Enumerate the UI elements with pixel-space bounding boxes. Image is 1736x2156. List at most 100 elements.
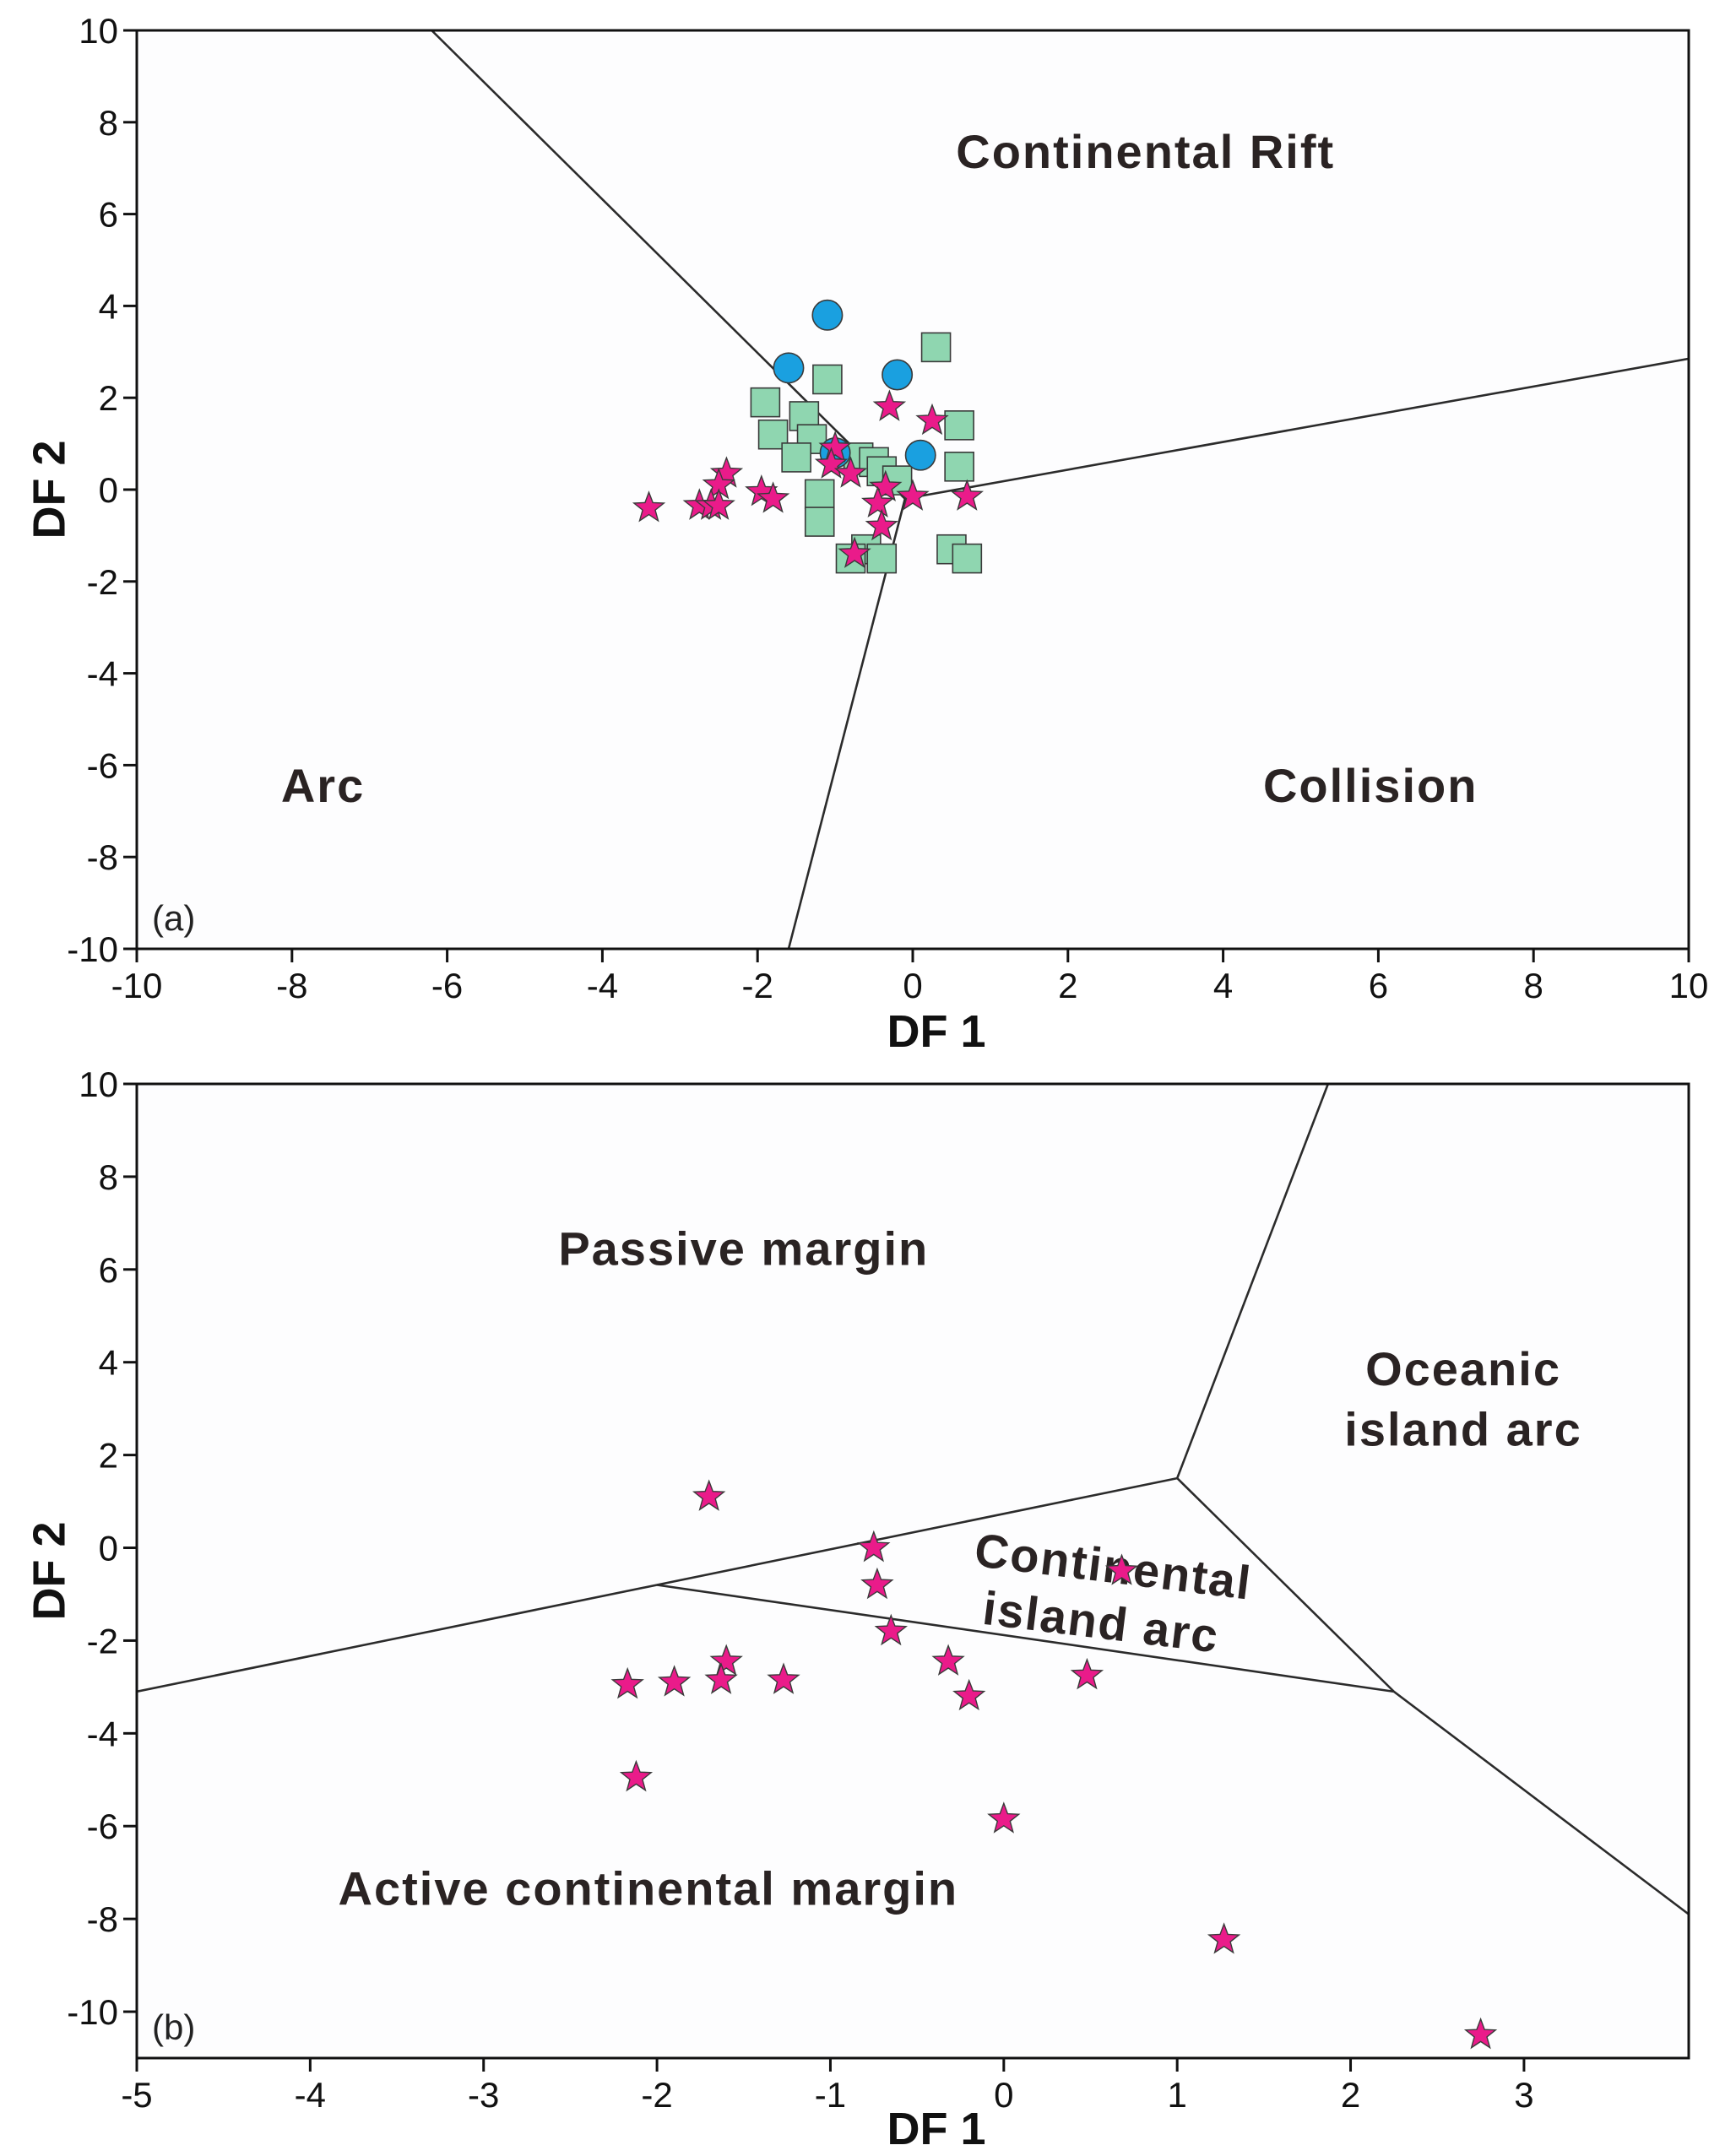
data-point-star: [931, 1644, 965, 1676]
x-tick-label: -3: [468, 2075, 499, 2115]
boundary-line: [431, 30, 906, 500]
boundary-line: [656, 1584, 1395, 1693]
panel-label: (b): [152, 2007, 195, 2047]
y-tick-label: 6: [99, 195, 118, 235]
data-point-square: [866, 543, 898, 574]
panel-a-df-diagram: -10 -8 -6 -4 -2 0 2 4 6 8 10 -10 -8 -6 -4 -2 0 2 4 6 8 10 DF 1…: [24, 11, 1708, 1057]
y-tick-label: 0: [99, 470, 118, 510]
data-point-star: [896, 479, 930, 511]
x-axis-title: DF 1: [887, 2104, 985, 2154]
data-point-star: [632, 490, 666, 523]
x-tick-label: 3: [1514, 2075, 1533, 2115]
plot-area: [137, 1084, 1689, 2058]
x-tick-label: -5: [121, 2075, 152, 2115]
region-label: island arc: [1344, 1403, 1581, 1456]
y-axis-title: DF 2: [24, 440, 74, 539]
data-point-star: [756, 481, 790, 513]
y-tick-label: 10: [79, 1064, 118, 1104]
data-point-circle: [773, 352, 805, 384]
data-point-star: [865, 508, 898, 541]
region-label: Continental Rift: [956, 125, 1335, 178]
boundary-line: [1393, 1690, 1689, 1915]
x-axis-title: DF 1: [887, 1006, 985, 1057]
y-tick-label: -6: [87, 1807, 118, 1846]
x-tick-label: 10: [1669, 966, 1709, 1005]
data-point-star: [952, 1678, 986, 1711]
data-point-square: [812, 364, 843, 395]
y-axis-title: DF 2: [24, 1521, 74, 1620]
boundary-line: [787, 498, 907, 949]
data-point-star: [869, 469, 903, 502]
data-point-star: [950, 479, 984, 511]
y-tick-label: -2: [87, 1621, 118, 1660]
data-point-star: [814, 447, 849, 479]
x-tick-label: -1: [815, 2075, 846, 2115]
field-boundaries: [137, 1084, 1689, 1915]
data-point-square: [920, 332, 952, 363]
series-stars: [632, 389, 984, 568]
data-point-star: [704, 1662, 738, 1694]
x-tick-label: 1: [1167, 2075, 1186, 2115]
y-tick-label: -2: [87, 562, 118, 602]
data-point-square: [804, 506, 835, 537]
data-point-star: [1207, 1922, 1241, 1954]
data-point-circle: [811, 299, 844, 331]
y-tick-label: -8: [87, 1899, 118, 1939]
plot-frame: [135, 1082, 1690, 2060]
data-point-star: [838, 536, 871, 568]
data-point-square: [944, 410, 974, 441]
x-tick-label: 4: [1213, 966, 1233, 1005]
panel-label: (a): [152, 898, 195, 938]
data-point-star: [915, 403, 949, 436]
data-point-square: [750, 387, 781, 418]
data-point-circle: [882, 359, 914, 391]
data-point-square: [781, 442, 811, 473]
data-point-star: [860, 1567, 894, 1600]
data-point-star: [1463, 2017, 1498, 2050]
y-tick-label: -10: [67, 1992, 118, 2032]
region-label: Oceanic: [1365, 1342, 1561, 1395]
data-point-star: [818, 431, 852, 463]
region-label: Active continental margin: [339, 1862, 959, 1915]
data-point-star: [833, 456, 868, 488]
x-tick-label: 8: [1524, 966, 1543, 1005]
region-label: Passive margin: [558, 1222, 929, 1275]
y-tick-label: 10: [79, 11, 118, 51]
x-tick-label: 0: [994, 2075, 1013, 2115]
data-point-square: [952, 543, 983, 574]
data-point-square: [944, 451, 974, 482]
boundary-line: [1175, 1084, 1330, 1479]
y-tick-label: 4: [99, 1343, 118, 1383]
series-stars: [610, 1479, 1498, 2050]
data-point-star: [610, 1666, 644, 1699]
x-tick-label: -2: [742, 966, 773, 1005]
y-tick-label: -6: [87, 745, 118, 785]
boundary-line: [904, 357, 1689, 501]
y-tick-label: 0: [99, 1529, 118, 1568]
data-point-star: [657, 1665, 692, 1697]
region-label: Collision: [1263, 759, 1478, 812]
x-tick-label: -10: [111, 966, 163, 1005]
data-point-star: [1070, 1657, 1104, 1690]
data-point-star: [860, 485, 895, 518]
y-tick-label: -10: [67, 929, 118, 969]
x-tick-label: 6: [1369, 966, 1388, 1005]
boundary-line: [1176, 1477, 1395, 1693]
data-point-star: [767, 1662, 800, 1694]
field-boundaries: [431, 30, 1689, 949]
data-point-star: [692, 1479, 726, 1511]
x-tick-label: -4: [587, 966, 618, 1005]
y-tick-label: 2: [99, 1436, 118, 1476]
data-point-star: [857, 1530, 891, 1563]
x-tick-label: -4: [295, 2075, 326, 2115]
y-tick-label: -4: [87, 654, 118, 694]
region-label: Arc: [281, 759, 365, 812]
y-tick-label: -4: [87, 1714, 118, 1753]
data-point-star: [987, 1801, 1021, 1834]
y-tick-label: 8: [99, 1157, 118, 1197]
y-tick-label: 2: [99, 378, 118, 418]
x-tick-label: -8: [276, 966, 307, 1005]
data-point-square: [804, 479, 835, 510]
y-tick-label: 8: [99, 103, 118, 143]
